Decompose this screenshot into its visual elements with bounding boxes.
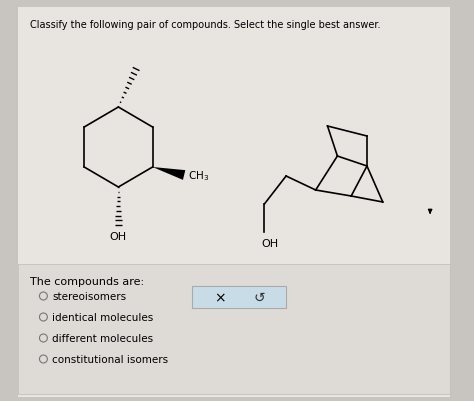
Bar: [18, 264, 450, 394]
Text: stereoisomers: stereoisomers: [52, 291, 127, 301]
Text: OH: OH: [110, 231, 127, 241]
Bar: [192, 286, 286, 308]
Text: identical molecules: identical molecules: [52, 312, 154, 322]
Text: Classify the following pair of compounds. Select the single best answer.: Classify the following pair of compounds…: [29, 20, 380, 30]
Text: different molecules: different molecules: [52, 333, 154, 343]
Text: The compounds are:: The compounds are:: [29, 276, 144, 286]
Text: OH: OH: [262, 239, 279, 248]
Text: constitutional isomers: constitutional isomers: [52, 354, 168, 364]
Text: ↺: ↺: [254, 290, 265, 304]
Text: CH$_3$: CH$_3$: [188, 169, 210, 182]
Text: ×: ×: [214, 290, 226, 304]
Polygon shape: [153, 168, 185, 180]
